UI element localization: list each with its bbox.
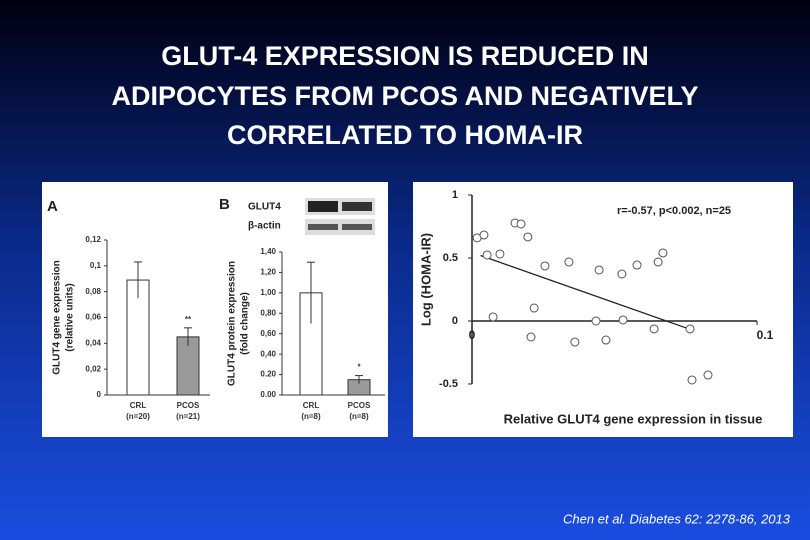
blot-label: GLUT4 [248,202,281,213]
y-tick-label: 0,1 [90,261,102,270]
blot-band [342,202,372,211]
x-tick-note: (n=8) [301,412,321,421]
panel-label: B [219,196,230,213]
y-tick-label: 1,00 [260,288,276,297]
panel-label: A [47,198,58,215]
blot-band [342,224,372,230]
y-tick-label: 1 [452,189,458,201]
point [703,370,713,380]
trendline [480,254,692,331]
blot-band [308,224,338,230]
x-tick-note: (n=8) [349,412,369,421]
panel-c [413,182,793,437]
y-axis-label: (relative units) [65,283,76,351]
y-tick-label: 1,40 [260,247,276,256]
point [649,324,659,334]
point [687,375,697,385]
point [570,337,580,347]
y-tick-label: 0,12 [85,235,101,244]
y-tick-label: 1,20 [260,268,276,277]
x-tick-label: PCOS [348,401,371,410]
point [529,303,539,313]
y-tick-label: 0.20 [260,370,276,379]
y-axis-label: GLUT4 protein expression [227,261,238,386]
x-axis-label: Relative GLUT4 gene expression in tissue [504,411,763,426]
slide-title: ADIPOCYTES FROM PCOS AND NEGATIVELY [111,81,698,111]
blot-label: β-actin [248,221,281,232]
x-tick-note: (n=20) [126,412,150,421]
y-axis-label: Log (HOMA-IR) [418,233,433,326]
point [617,269,627,279]
blot-band [308,201,338,212]
y-tick-label: 0,04 [85,338,101,347]
x-tick-label: 0.1 [757,328,774,342]
point [488,312,498,322]
blot [305,219,375,235]
point [526,332,536,342]
significance: ** [185,315,192,324]
y-tick-label: 0.00 [260,390,276,399]
y-axis-label: (fold change) [240,292,251,355]
y-tick-label: 0.5 [443,252,458,264]
y-tick-label: -0.5 [439,378,458,390]
y-tick-label: 0,06 [85,313,101,322]
point [594,265,604,275]
x-tick-label: 0 [469,328,476,342]
point [482,250,492,260]
point [632,260,642,270]
y-tick-label: 0 [97,390,102,399]
y-tick-label: 0,80 [260,308,276,317]
y-tick-label: 0,60 [260,329,276,338]
point [618,315,628,325]
point [479,230,489,240]
y-tick-label: 0,02 [85,364,101,373]
slide-title: GLUT-4 EXPRESSION IS REDUCED IN [161,41,649,71]
y-tick-label: 0,08 [85,287,101,296]
point [591,316,601,326]
citation: Chen et al. Diabetes 62: 2278-86, 2013 [563,511,791,526]
point [653,257,663,267]
point [658,248,668,258]
x-tick-label: CRL [303,401,320,410]
significance: * [357,363,361,372]
point [516,219,526,229]
point [495,249,505,259]
x-tick-label: CRL [130,401,147,410]
y-axis-label: GLUT4 gene expression [52,260,63,374]
y-tick-label: 0,40 [260,349,276,358]
point [540,261,550,271]
y-tick-label: 0 [452,315,458,327]
slide-title: CORRELATED TO HOMA-IR [227,120,583,150]
annotation: r=-0.57, p<0.002, n=25 [617,205,731,217]
x-tick-note: (n=21) [176,412,200,421]
point [564,257,574,267]
x-tick-label: PCOS [177,401,200,410]
point [601,335,611,345]
point [685,324,695,334]
point [523,232,533,242]
